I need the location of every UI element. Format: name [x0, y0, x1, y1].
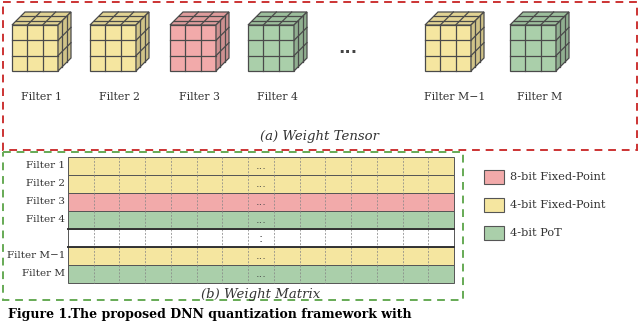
Text: Filter 2: Filter 2: [99, 92, 140, 102]
Bar: [68, 229, 454, 247]
Polygon shape: [90, 12, 149, 25]
Text: ...: ...: [255, 197, 266, 207]
Polygon shape: [510, 25, 556, 71]
Text: The proposed DNN quantization framework with: The proposed DNN quantization framework …: [62, 308, 412, 321]
Bar: [484, 198, 504, 212]
Text: Filter 1: Filter 1: [21, 92, 62, 102]
Bar: [68, 265, 454, 283]
FancyBboxPatch shape: [3, 2, 637, 150]
Text: 4-bit PoT: 4-bit PoT: [510, 228, 562, 238]
Polygon shape: [510, 12, 569, 25]
Polygon shape: [556, 12, 569, 71]
Text: ...: ...: [255, 215, 266, 225]
Text: ...: ...: [255, 161, 266, 171]
Text: Filter M−1: Filter M−1: [424, 92, 485, 102]
Text: Figure 1.: Figure 1.: [8, 308, 72, 321]
Text: Filter M: Filter M: [22, 270, 65, 278]
Text: Filter M: Filter M: [517, 92, 562, 102]
Polygon shape: [248, 12, 307, 25]
Polygon shape: [471, 12, 484, 71]
Polygon shape: [170, 25, 216, 71]
Polygon shape: [425, 25, 471, 71]
Text: ...: ...: [255, 251, 266, 261]
Text: ...: ...: [255, 179, 266, 189]
Text: Filter 1: Filter 1: [26, 161, 65, 170]
Polygon shape: [248, 25, 294, 71]
Text: ...: ...: [339, 39, 358, 57]
Polygon shape: [12, 25, 58, 71]
Polygon shape: [136, 12, 149, 71]
Text: (b) Weight Matrix: (b) Weight Matrix: [202, 288, 321, 301]
Bar: [68, 175, 454, 193]
Polygon shape: [170, 12, 229, 25]
Polygon shape: [425, 12, 484, 25]
Text: Filter 2: Filter 2: [26, 180, 65, 188]
Polygon shape: [12, 12, 71, 25]
Text: 8-bit Fixed-Point: 8-bit Fixed-Point: [510, 172, 605, 182]
Text: (a) Weight Tensor: (a) Weight Tensor: [260, 130, 380, 143]
Text: ...: ...: [255, 269, 266, 279]
Bar: [484, 226, 504, 240]
Text: :: :: [259, 232, 263, 245]
Text: Filter M−1: Filter M−1: [6, 251, 65, 260]
Text: Filter 4: Filter 4: [26, 215, 65, 225]
Bar: [68, 193, 454, 211]
Text: Filter 3: Filter 3: [179, 92, 220, 102]
Bar: [68, 157, 454, 175]
Polygon shape: [58, 12, 71, 71]
Bar: [68, 247, 454, 265]
Bar: [484, 170, 504, 184]
Polygon shape: [216, 12, 229, 71]
Polygon shape: [90, 25, 136, 71]
Polygon shape: [294, 12, 307, 71]
Text: 4-bit Fixed-Point: 4-bit Fixed-Point: [510, 200, 605, 210]
Bar: [68, 211, 454, 229]
Text: Filter 4: Filter 4: [257, 92, 298, 102]
FancyBboxPatch shape: [3, 152, 463, 300]
Text: Filter 3: Filter 3: [26, 198, 65, 206]
